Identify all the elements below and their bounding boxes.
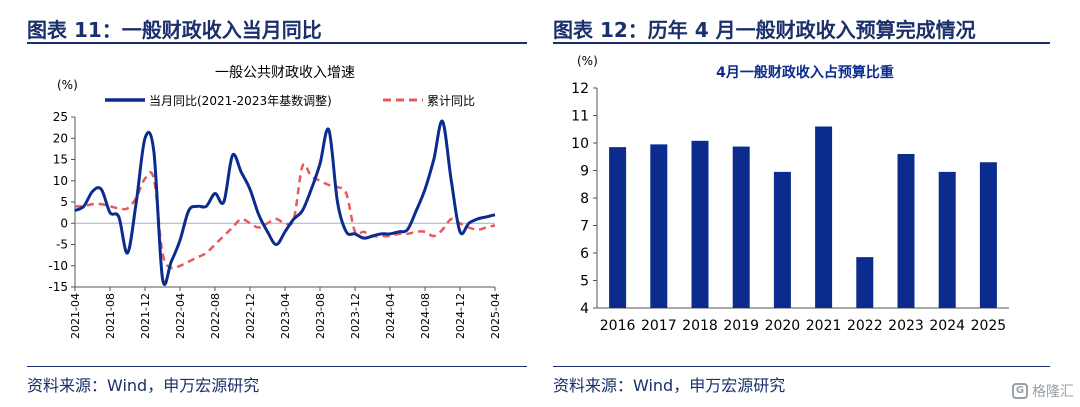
line-chart-y-unit: (%)	[57, 78, 78, 92]
bar	[979, 162, 997, 308]
watermark-text: 格隆汇	[1032, 384, 1074, 400]
bar-x-tick-label: 2017	[641, 318, 677, 334]
legend-label-cumulative: 累计同比	[427, 94, 475, 108]
x-tick-label: 2021-04	[69, 293, 82, 339]
series-line-cumulative	[74, 162, 496, 270]
x-tick-label: 2024-12	[454, 293, 467, 339]
x-tick-label: 2023-08	[314, 293, 327, 339]
bar-x-tick-label: 2025	[971, 318, 1007, 334]
y-tick-label: 0	[60, 216, 68, 230]
bar-y-tick-label: 10	[571, 136, 589, 152]
x-tick-label: 2023-12	[349, 293, 362, 339]
bar-x-tick-label: 2016	[600, 318, 636, 334]
x-tick-label: 2024-04	[384, 293, 397, 339]
bar	[897, 154, 915, 308]
right-footer-rule	[553, 366, 1050, 367]
y-tick-label: 20	[53, 131, 68, 145]
x-tick-label: 2023-04	[279, 293, 292, 339]
left-figure-panel: 图表 11：一般财政收入当月同比 一般公共财政收入增速 (%) 当月同比(2021-…	[27, 0, 527, 407]
y-tick-label: -10	[48, 259, 68, 273]
x-tick-label: 2025-04	[489, 293, 502, 339]
x-tick-label: 2021-12	[139, 293, 152, 339]
bar-group	[609, 126, 997, 308]
bar	[732, 146, 750, 308]
y-tick-label: 25	[53, 110, 68, 124]
series-line-monthly	[74, 119, 496, 287]
bar-x-tick-label: 2023	[888, 318, 924, 334]
bar-chart-title: 4月一般财政收入占预算比重	[716, 64, 894, 81]
y-tick-label: 15	[53, 153, 68, 167]
right-figure-title: 图表 12：历年 4 月一般财政收入预算完成情况	[553, 18, 976, 42]
legend-label-monthly: 当月同比(2021-2023年基数调整)	[149, 93, 332, 108]
line-series-group	[74, 119, 496, 287]
bar-x-tick-label: 2020	[765, 318, 801, 334]
line-chart-title: 一般公共财政收入增速	[215, 65, 355, 81]
x-tick-label: 2021-08	[104, 293, 117, 339]
bar-y-tick-label: 4	[580, 301, 589, 317]
left-figure-title: 图表 11：一般财政收入当月同比	[27, 18, 322, 42]
y-tick-label: 5	[60, 195, 68, 209]
line-chart: 一般公共财政收入增速 (%) 当月同比(2021-2023年基数调整) 累计同比 -15…	[48, 65, 502, 339]
right-title-rule	[553, 42, 1050, 44]
right-source-note: 资料来源：Wind，申万宏源研究	[553, 376, 786, 395]
bar	[650, 144, 668, 308]
bar-x-tick-label: 2024	[929, 318, 965, 334]
bar-y-tick-label: 8	[580, 191, 589, 207]
bar-x-tick-label: 2018	[682, 318, 718, 334]
bar-x-tick-label: 2021	[806, 318, 842, 334]
y-tick-label: 10	[53, 174, 68, 188]
left-title-rule	[27, 42, 527, 44]
bar-y-tick-label: 6	[580, 246, 589, 262]
bar	[609, 147, 627, 308]
bar	[856, 257, 874, 308]
x-tick-label: 2022-08	[209, 293, 222, 339]
bar	[691, 140, 709, 308]
bar-y-tick-label: 7	[580, 219, 589, 235]
bar-x-tick-label: 2019	[723, 318, 759, 334]
x-tick-label: 2022-04	[174, 293, 187, 339]
bar	[938, 171, 956, 308]
watermark: G 格隆汇	[1012, 381, 1074, 401]
left-source-note: 资料来源：Wind，申万宏源研究	[27, 376, 260, 395]
y-tick-label: -5	[56, 238, 68, 252]
bar	[773, 171, 791, 308]
bar-chart-y-unit: (%)	[577, 54, 598, 68]
watermark-logo-icon: G	[1012, 383, 1028, 399]
y-tick-label: -15	[48, 280, 68, 294]
bar-y-tick-label: 5	[580, 274, 589, 290]
bar-y-tick-label: 12	[571, 81, 589, 97]
x-tick-label: 2022-12	[244, 293, 257, 339]
bar-x-tick-label: 2022	[847, 318, 883, 334]
bar-y-tick-label: 9	[580, 164, 589, 180]
x-tick-label: 2024-08	[419, 293, 432, 339]
bar	[815, 126, 833, 308]
bar-chart: 4月一般财政收入占预算比重 (%) 4 5 6 7 8 9 10 11 12 2016 2017 2018…	[571, 54, 1009, 334]
bar-y-tick-label: 11	[571, 109, 589, 125]
right-figure-panel: 图表 12：历年 4 月一般财政收入预算完成情况 4月一般财政收入占预算比重 (%…	[553, 0, 1050, 407]
left-footer-rule	[27, 366, 527, 367]
